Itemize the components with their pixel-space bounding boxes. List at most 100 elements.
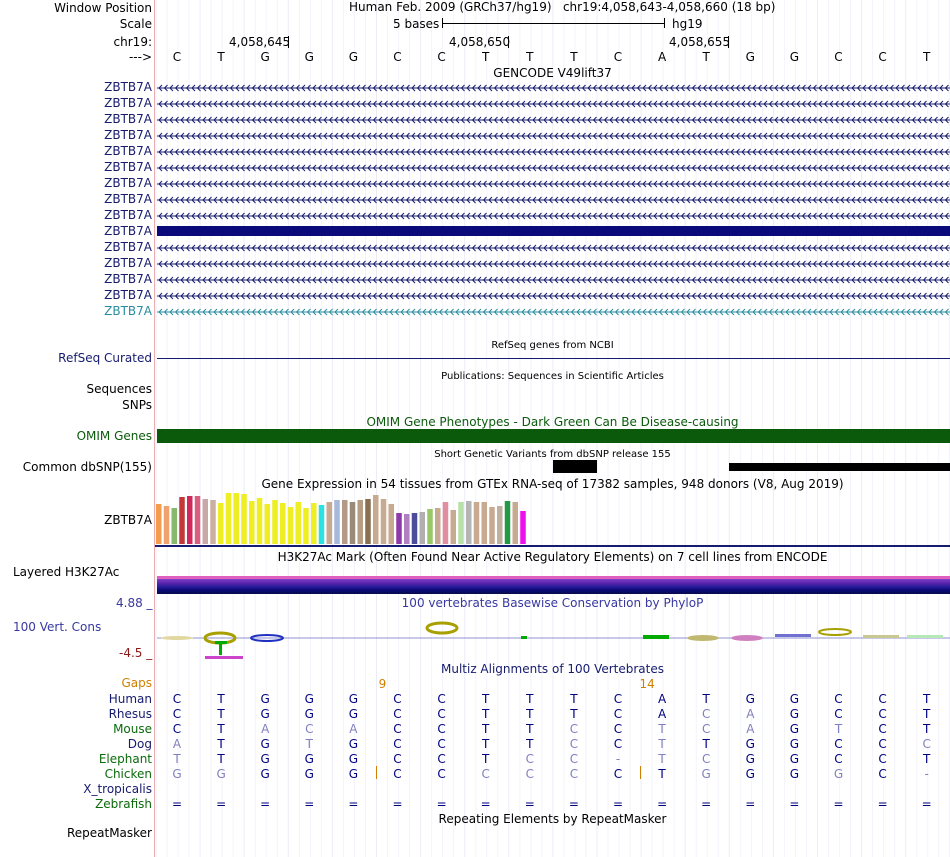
gencode-intron-line[interactable] <box>157 83 950 93</box>
logo-letter <box>250 634 284 642</box>
alignment-base: C <box>393 707 402 721</box>
species-label[interactable]: Chicken <box>104 767 152 781</box>
species-label[interactable]: Mouse <box>113 722 152 736</box>
publications-track-title: Publications: Sequences in Scientific Ar… <box>441 371 664 382</box>
alignment-base: C <box>878 767 887 781</box>
gencode-transcript-label[interactable]: ZBTB7A <box>104 112 152 126</box>
species-label[interactable]: X_tropicalis <box>83 782 152 796</box>
gencode-transcript-label[interactable]: ZBTB7A <box>104 96 152 110</box>
gencode-track-title: GENCODE V49lift37 <box>493 66 612 80</box>
alignment-base: T <box>923 752 931 766</box>
gtex-track-title: Gene Expression in 54 tissues from GTEx … <box>261 477 844 491</box>
h3k27ac-signal[interactable] <box>157 576 950 594</box>
gencode-transcript-label[interactable]: ZBTB7A <box>104 128 152 142</box>
alignment-base: C <box>172 722 182 736</box>
gencode-transcript-label[interactable]: ZBTB7A <box>104 272 152 286</box>
alignment-base: C <box>393 752 402 766</box>
base-letter: C <box>878 50 887 64</box>
gencode-transcript-label[interactable]: ZBTB7A <box>104 256 152 270</box>
gencode-transcript-label[interactable]: ZBTB7A <box>104 288 152 302</box>
gencode-transcript-label[interactable]: ZBTB7A <box>104 304 152 318</box>
h3k27ac-label[interactable]: Layered H3K27Ac <box>13 565 120 579</box>
alignment-base: C <box>525 767 534 781</box>
gencode-transcript-label[interactable]: ZBTB7A <box>104 144 152 158</box>
dbsnp-variant[interactable] <box>553 460 597 473</box>
gtex-tissue-bar <box>497 506 503 544</box>
gencode-transcript-label[interactable]: ZBTB7A <box>104 224 152 238</box>
gtex-label[interactable]: ZBTB7A <box>104 513 152 527</box>
gencode-intron-line[interactable] <box>157 115 950 125</box>
gencode-transcript-label[interactable]: ZBTB7A <box>104 240 152 254</box>
gtex-tissue-bar <box>512 502 518 544</box>
alignment-base: G <box>260 767 270 781</box>
species-label[interactable]: Rhesus <box>108 707 152 721</box>
alignment-base: T <box>834 722 843 736</box>
repeatmasker-label[interactable]: RepeatMasker <box>66 826 152 840</box>
gencode-transcript-label[interactable]: ZBTB7A <box>104 176 152 190</box>
gaps-label[interactable]: Gaps <box>121 676 152 690</box>
strand-label[interactable]: ---> <box>128 50 152 64</box>
alignment-base: C <box>613 722 623 736</box>
sequences-label[interactable]: Sequences <box>86 382 152 396</box>
gtex-expression-chart[interactable] <box>155 490 950 548</box>
gtex-tissue-bar <box>504 501 511 544</box>
gencode-intron-line[interactable] <box>157 291 950 301</box>
gencode-transcript-label[interactable]: ZBTB7A <box>104 80 152 94</box>
dbsnp-label[interactable]: Common dbSNP(155) <box>22 460 152 474</box>
omim-label[interactable]: OMIM Genes <box>76 429 152 443</box>
alignment-base: T <box>526 692 534 706</box>
gencode-transcript-label[interactable]: ZBTB7A <box>104 208 152 222</box>
refseq-gene-line[interactable] <box>157 358 950 359</box>
base-letter: G <box>745 50 755 64</box>
alignment-base: T <box>526 707 534 721</box>
species-label[interactable]: Dog <box>127 737 152 751</box>
alignment-base: C <box>878 752 887 766</box>
conservation-logo[interactable] <box>155 615 950 665</box>
alignment-base: C <box>172 707 182 721</box>
base-letter: G <box>348 50 359 64</box>
gtex-tissue-bar <box>349 502 356 544</box>
ruler-tick-label: 4,058,645 <box>229 35 291 49</box>
species-label[interactable]: Human <box>108 692 152 706</box>
dbsnp-variant[interactable] <box>729 463 950 471</box>
gencode-intron-line[interactable] <box>157 211 950 221</box>
refseq-label[interactable]: RefSeq Curated <box>58 351 152 365</box>
species-label[interactable]: Zebrafish <box>95 797 152 811</box>
alignment-base: C <box>569 722 579 736</box>
gtex-tissue-bar <box>365 499 371 544</box>
alignment-base: G <box>304 692 314 706</box>
alignment-base: T <box>658 737 666 751</box>
alignment-base: C <box>437 737 446 751</box>
gencode-intron-line[interactable] <box>157 163 950 173</box>
gencode-intron-line[interactable] <box>157 179 950 189</box>
gencode-intron-line[interactable] <box>157 131 950 141</box>
window-position-label: Window Position <box>54 1 152 15</box>
gencode-intron-line[interactable] <box>157 243 950 253</box>
cons-max: 4.88 _ <box>116 596 153 610</box>
species-label[interactable]: Elephant <box>98 752 152 766</box>
gencode-intron-line[interactable] <box>157 147 950 157</box>
alignment-base: G <box>260 737 270 751</box>
gtex-tissue-bar <box>411 513 418 544</box>
gencode-transcript-label[interactable]: ZBTB7A <box>104 192 152 206</box>
alignment-base: C <box>613 767 623 781</box>
gencode-intron-line[interactable] <box>157 259 950 269</box>
ruler-tick <box>728 36 729 48</box>
gtex-tissue-bar <box>466 501 472 544</box>
omim-feature-bar[interactable] <box>157 429 950 443</box>
gencode-exon-bar[interactable] <box>157 226 950 236</box>
gencode-intron-line[interactable] <box>157 275 950 285</box>
gtex-tissue-bar <box>156 504 162 544</box>
gencode-intron-line[interactable] <box>157 99 950 109</box>
base-letter: C <box>613 50 623 64</box>
gtex-tissue-bar <box>295 502 301 544</box>
position-title: Human Feb. 2009 (GRCh37/hg19) chr19:4,05… <box>349 0 776 14</box>
gencode-transcript-label[interactable]: ZBTB7A <box>104 160 152 174</box>
gtex-tissue-bar <box>163 506 170 544</box>
alignment-base: G <box>304 752 314 766</box>
gencode-intron-line[interactable] <box>157 307 950 317</box>
gencode-intron-line[interactable] <box>157 195 950 205</box>
cons-label[interactable]: 100 Vert. Cons <box>13 620 102 634</box>
snps-label[interactable]: SNPs <box>122 398 152 412</box>
chrom-label[interactable]: chr19: <box>113 35 152 49</box>
